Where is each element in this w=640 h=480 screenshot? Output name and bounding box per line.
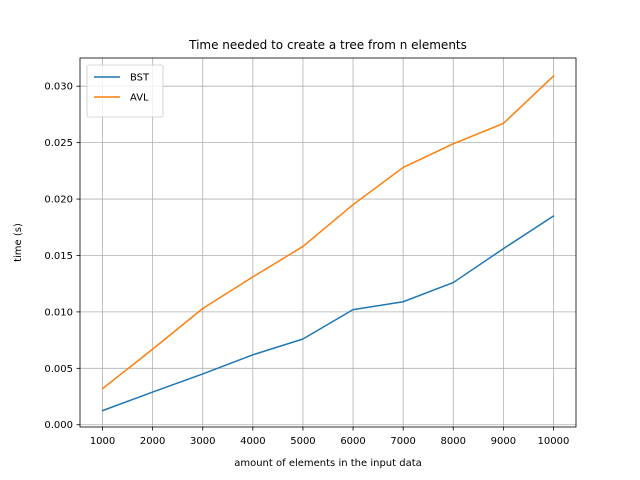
x-axis-label: amount of elements in the input data xyxy=(234,458,422,469)
y-tick-label: 0.000 xyxy=(44,420,73,431)
x-axis: 1000 2000 3000 4000 5000 6000 7000 8000 9000 1000… xyxy=(90,427,570,447)
y-axis: 0.000 0.005 0.010 0.015 0.020 0.025 0.030 xyxy=(44,82,80,431)
x-tick-label: 4000 xyxy=(240,436,265,447)
y-axis-label: time (s) xyxy=(13,223,24,262)
legend: BST AVL xyxy=(86,64,164,118)
y-tick-label: 0.015 xyxy=(44,251,73,262)
plot-area xyxy=(80,58,576,427)
plot-frame xyxy=(79,57,577,428)
y-tick-label: 0.025 xyxy=(44,138,73,149)
y-tick-label: 0.005 xyxy=(44,364,73,375)
x-tick-label: 10000 xyxy=(538,436,570,447)
chart-title: Time needed to create a tree from n elem… xyxy=(188,38,467,52)
x-tick-label: 2000 xyxy=(140,436,165,447)
series-layer xyxy=(101,74,555,412)
legend-label-avl: AVL xyxy=(130,93,149,104)
series-line-bst xyxy=(101,214,555,412)
legend-label-bst: BST xyxy=(130,73,150,84)
legend-box xyxy=(86,64,164,118)
x-tick-label: 7000 xyxy=(390,436,415,447)
x-tick-label: 9000 xyxy=(491,436,516,447)
x-tick-label: 3000 xyxy=(190,436,215,447)
y-tick-label: 0.020 xyxy=(44,195,73,206)
x-tick-label: 5000 xyxy=(290,436,315,447)
x-tick-label: 6000 xyxy=(340,436,365,447)
y-tick-label: 0.030 xyxy=(44,82,73,93)
series-line-avl xyxy=(101,74,555,390)
x-tick-label: 8000 xyxy=(441,436,466,447)
y-tick-label: 0.010 xyxy=(44,307,73,318)
x-tick-label: 1000 xyxy=(90,436,115,447)
grid-lines xyxy=(80,58,576,427)
